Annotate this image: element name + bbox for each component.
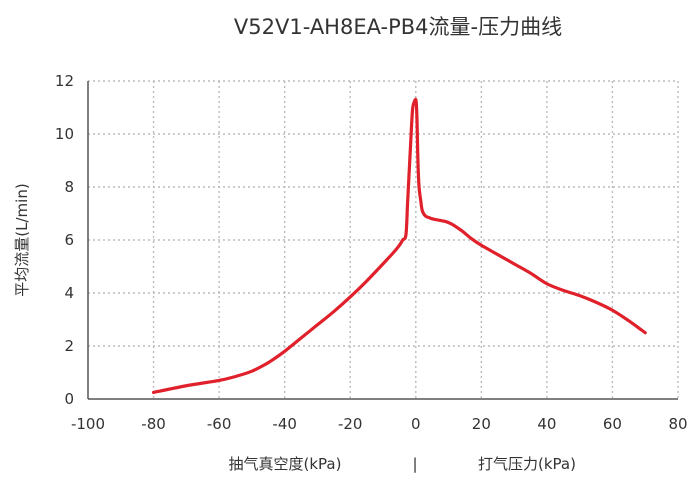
y-tick-label: 2	[64, 337, 74, 355]
tick-labels: -100 -80 -60 -40 -20 0 20 40 60 80 0 2 4 6 8 10 12	[55, 72, 688, 433]
axes	[87, 81, 678, 400]
x-tick-label: 80	[668, 415, 687, 433]
y-tick-label: 12	[55, 72, 74, 90]
y-tick-label: 0	[64, 390, 74, 408]
series	[151, 97, 647, 394]
x-tick-label: -20	[338, 415, 363, 433]
x-tick-label: -40	[272, 415, 297, 433]
y-tick-label: 6	[64, 231, 74, 249]
x-axis-label-pressure: 打气压力(kPa)	[478, 455, 576, 473]
y-tick-label: 8	[64, 178, 74, 196]
x-axis-label-vacuum: 抽气真空度(kPa)	[229, 455, 342, 473]
x-axis-label-separator: |	[412, 455, 417, 473]
chart-title: V52V1-AH8EA-PB4流量-压力曲线	[234, 15, 562, 39]
y-tick-label: 4	[64, 284, 74, 302]
x-tick-label: 0	[411, 415, 421, 433]
y-tick-label: 10	[55, 125, 74, 143]
x-tick-label: -100	[71, 415, 105, 433]
y-axis-label: 平均流量(L/min)	[13, 183, 31, 296]
x-tick-label: 40	[537, 415, 556, 433]
grid	[88, 80, 679, 399]
x-tick-label: 20	[472, 415, 491, 433]
x-tick-label: 60	[603, 415, 622, 433]
series-line	[151, 97, 647, 394]
x-tick-label: -60	[207, 415, 232, 433]
x-tick-label: -80	[141, 415, 166, 433]
